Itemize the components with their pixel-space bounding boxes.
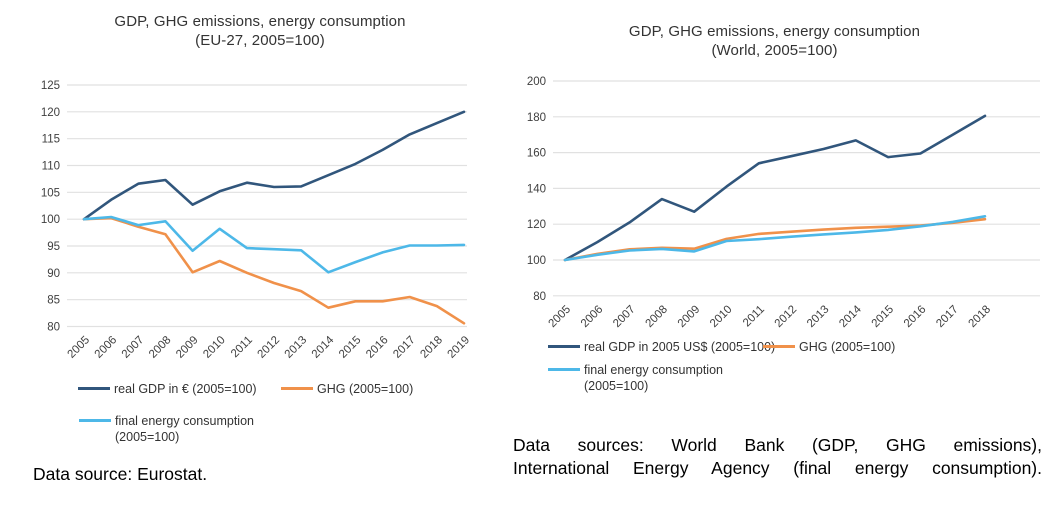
legend-label-ghg-world: GHG (2005=100) (799, 340, 896, 354)
x-tick-label: 2010 (708, 303, 735, 330)
x-tick-label: 2015 (337, 334, 364, 361)
y-tick-label: 140 (527, 183, 546, 195)
y-tick-label: 125 (41, 80, 60, 92)
x-tick-label: 2014 (310, 334, 337, 361)
legend-label-ghg-eu: GHG (2005=100) (317, 382, 414, 396)
legend-label-energy-world: final energy consumption (2005=100) (584, 363, 723, 393)
x-tick-label: 2008 (643, 303, 670, 330)
legend-swatch-gdp-eu (78, 387, 110, 390)
x-tick-label: 2019 (446, 334, 473, 361)
caption-eu: Data source: Eurostat. (33, 464, 208, 484)
x-tick-label: 2015 (870, 303, 897, 330)
x-tick-label: 2005 (547, 303, 574, 330)
y-tick-label: 200 (527, 76, 546, 88)
x-tick-label: 2006 (93, 334, 120, 361)
legend-item-gdp-world: real GDP in 2005 US$ (2005=100) (548, 339, 775, 355)
y-tick-label: 105 (41, 187, 60, 199)
caption-world: Data sources: World Bank (GDP, GHG emiss… (513, 434, 1042, 480)
x-tick-label: 2010 (201, 334, 228, 361)
y-tick-label: 80 (47, 322, 60, 334)
x-tick-label: 2006 (579, 303, 606, 330)
x-tick-label: 2017 (391, 334, 418, 361)
x-tick-label: 2018 (967, 303, 994, 330)
x-tick-label: 2005 (66, 334, 93, 361)
x-tick-label: 2009 (676, 303, 703, 330)
legend-item-gdp-eu: real GDP in € (2005=100) (78, 381, 257, 397)
chart-title-world-line2: (World, 2005=100) (711, 42, 838, 59)
y-tick-label: 90 (47, 268, 60, 280)
series-line-final-energy-eu (82, 215, 466, 274)
legend-item-ghg-eu: GHG (2005=100) (281, 381, 413, 397)
y-tick-label: 180 (527, 112, 546, 124)
y-tick-label: 120 (527, 219, 546, 231)
legend-swatch-ghg-world (763, 345, 795, 348)
series-line-real-gdp-eu (82, 110, 466, 221)
legend-swatch-ghg-eu (281, 387, 313, 390)
chart-title-world-line1: GDP, GHG emissions, energy consumption (628, 23, 921, 40)
x-tick-label: 2009 (174, 334, 201, 361)
legend-swatch-energy-eu (79, 419, 111, 422)
y-tick-label: 85 (47, 295, 60, 307)
legend-item-ghg-world: GHG (2005=100) (763, 339, 895, 355)
legend-label-energy-eu: final energy consumption (2005=100) (115, 414, 254, 444)
y-tick-label: 160 (527, 148, 546, 160)
chart-title-eu-line1: GDP, GHG emissions, energy consumption (114, 13, 406, 30)
legend-item-energy-eu: final energy consumption (2005=100) (79, 413, 273, 445)
legend-label-gdp-eu: real GDP in € (2005=100) (114, 382, 257, 396)
x-tick-label: 2007 (120, 334, 147, 361)
legend-swatch-gdp-world (548, 345, 580, 348)
x-tick-label: 2011 (229, 334, 255, 360)
y-tick-label: 100 (527, 255, 546, 267)
chart-title-eu-line2: (EU-27, 2005=100) (195, 32, 325, 49)
x-tick-label: 2013 (805, 303, 832, 330)
chart-title-eu: GDP, GHG emissions, energy consumption (… (20, 12, 500, 50)
y-tick-label: 115 (42, 134, 60, 146)
x-tick-label: 2013 (283, 334, 310, 361)
x-tick-label: 2014 (837, 303, 864, 330)
series-line-real-gdp-world (563, 114, 987, 262)
caption-world-line2: International Energy Agency (final energ… (513, 458, 1042, 478)
x-tick-label: 2012 (256, 334, 283, 361)
x-tick-label: 2008 (147, 334, 174, 361)
x-tick-label: 2016 (902, 303, 929, 330)
x-tick-label: 2017 (934, 303, 961, 330)
x-tick-label: 2007 (611, 303, 638, 330)
legend-swatch-energy-world (548, 368, 580, 371)
y-tick-label: 120 (41, 107, 60, 119)
y-tick-label: 80 (533, 291, 546, 303)
x-tick-label: 2016 (364, 334, 391, 361)
legend-label-gdp-world: real GDP in 2005 US$ (2005=100) (584, 340, 776, 354)
caption-world-line1: Data sources: World Bank (GDP, GHG emiss… (513, 435, 1042, 455)
x-tick-label: 2018 (418, 334, 445, 361)
x-tick-label: 2012 (773, 303, 800, 330)
legend-item-energy-world: final energy consumption (2005=100) (548, 362, 742, 394)
y-tick-label: 110 (42, 161, 60, 173)
chart-title-world: GDP, GHG emissions, energy consumption (… (500, 22, 1049, 60)
y-tick-label: 100 (41, 214, 60, 226)
x-tick-label: 2011 (741, 303, 767, 329)
series-line-final-energy-world (563, 215, 987, 262)
series-line-ghg-eu (82, 216, 466, 325)
y-tick-label: 95 (47, 241, 60, 253)
